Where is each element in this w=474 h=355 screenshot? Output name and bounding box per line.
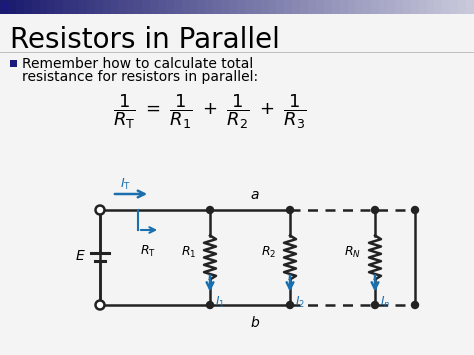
Bar [142, 0, 151, 14]
Bar [103, 0, 111, 14]
Bar [87, 0, 96, 14]
Bar [47, 0, 56, 14]
Bar [174, 0, 182, 14]
Text: $a$: $a$ [250, 188, 260, 202]
Circle shape [207, 207, 213, 213]
Bar [427, 0, 436, 14]
Bar [158, 0, 167, 14]
Bar [284, 0, 293, 14]
Bar [450, 0, 459, 14]
Circle shape [95, 206, 104, 214]
Bar [110, 0, 119, 14]
Bar [308, 0, 317, 14]
Text: $\dfrac{1}{R_{\mathrm{T}}}\ =\ \dfrac{1}{R_{1}}\ +\ \dfrac{1}{R_{2}}\ +\ \dfrac{: $\dfrac{1}{R_{\mathrm{T}}}\ =\ \dfrac{1}… [113, 93, 307, 131]
Text: $I_{\mathrm{T}}$: $I_{\mathrm{T}}$ [120, 177, 131, 192]
Bar [63, 0, 72, 14]
Bar [127, 0, 135, 14]
Bar [435, 0, 443, 14]
Text: Remember how to calculate total: Remember how to calculate total [22, 57, 253, 71]
Bar [466, 0, 474, 14]
Bar [205, 0, 214, 14]
Bar [276, 0, 285, 14]
Bar [134, 0, 143, 14]
Bar [150, 0, 159, 14]
Circle shape [207, 301, 213, 308]
Bar [411, 0, 419, 14]
Bar [79, 0, 88, 14]
Bar [16, 0, 25, 14]
Circle shape [286, 207, 293, 213]
Bar [419, 0, 428, 14]
Bar [379, 0, 388, 14]
Circle shape [95, 300, 104, 310]
Circle shape [411, 207, 419, 213]
Bar [371, 0, 380, 14]
Bar [0, 0, 9, 14]
Text: Resistors in Parallel: Resistors in Parallel [10, 26, 280, 54]
Circle shape [286, 301, 293, 308]
Bar [245, 0, 254, 14]
Bar [387, 0, 396, 14]
Bar [229, 0, 238, 14]
Bar [190, 0, 199, 14]
Bar [2, 2, 10, 10]
Bar [458, 0, 467, 14]
Bar [292, 0, 301, 14]
Text: resistance for resistors in parallel:: resistance for resistors in parallel: [22, 70, 258, 84]
Bar [269, 0, 277, 14]
Bar [261, 0, 270, 14]
Bar [8, 0, 17, 14]
Bar [364, 0, 372, 14]
Bar [198, 0, 206, 14]
Bar [55, 0, 64, 14]
Bar [332, 0, 341, 14]
Bar [10, 60, 17, 67]
Text: $R_{1}$: $R_{1}$ [181, 245, 196, 260]
Bar [356, 0, 365, 14]
Bar [24, 0, 33, 14]
Bar [324, 0, 333, 14]
Text: $R_{\mathrm{T}}$: $R_{\mathrm{T}}$ [140, 244, 156, 259]
Bar [253, 0, 262, 14]
Bar [118, 0, 128, 14]
Bar [395, 0, 404, 14]
Bar [32, 0, 40, 14]
Bar [95, 0, 104, 14]
Text: $R_{N}$: $R_{N}$ [344, 245, 361, 260]
Bar [442, 0, 451, 14]
Bar [237, 0, 246, 14]
Text: $I_{1}$: $I_{1}$ [215, 295, 225, 310]
Text: $b$: $b$ [250, 315, 260, 330]
Text: $E$: $E$ [75, 250, 86, 263]
Text: $R_{2}$: $R_{2}$ [261, 245, 276, 260]
Circle shape [372, 207, 379, 213]
Bar [71, 0, 80, 14]
Bar [300, 0, 309, 14]
Bar [166, 0, 175, 14]
Bar [213, 0, 222, 14]
Circle shape [411, 301, 419, 308]
Bar [403, 0, 412, 14]
Text: $I_{2}$: $I_{2}$ [295, 295, 305, 310]
Bar [340, 0, 348, 14]
Circle shape [372, 301, 379, 308]
Bar [39, 0, 48, 14]
Bar [316, 0, 325, 14]
Text: $I_{n}$: $I_{n}$ [380, 295, 390, 310]
Bar [347, 0, 356, 14]
Bar [182, 0, 191, 14]
Bar [221, 0, 230, 14]
